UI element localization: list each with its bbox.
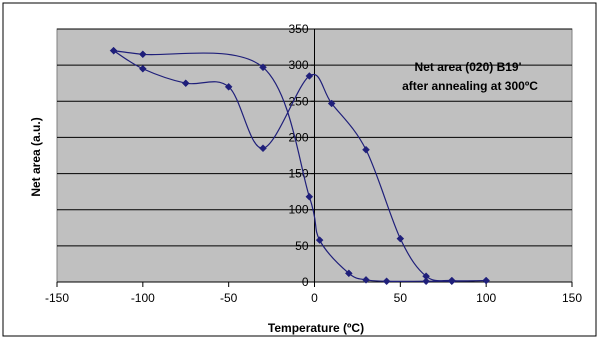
- y-tick-label: 0: [302, 275, 309, 289]
- x-axis-title: Temperature (ºC): [268, 321, 364, 335]
- data-point-12: [447, 277, 456, 286]
- data-point-14: [382, 277, 391, 286]
- series-line: [113, 50, 487, 282]
- y-tick-label: 100: [288, 203, 308, 217]
- data-point-13: [422, 277, 430, 286]
- data-point-2: [181, 79, 190, 88]
- data-point-18: [305, 192, 314, 201]
- x-tick-label: 100: [476, 291, 496, 305]
- data-point-6: [327, 99, 336, 108]
- data-point-20: [138, 50, 147, 59]
- x-tick-labels: -150 -100 -50 0 50 100 150: [45, 291, 582, 305]
- data-point-5: [305, 72, 314, 80]
- data-point-7: [362, 145, 370, 154]
- series-markers: [109, 46, 491, 286]
- data-point-8: [396, 234, 405, 243]
- data-point-19: [259, 63, 267, 72]
- x-tick-label: -150: [45, 291, 69, 305]
- data-point-16: [344, 269, 353, 278]
- y-tick-label: 200: [288, 130, 308, 144]
- x-tick-label: -100: [131, 291, 155, 305]
- x-tick-label: -50: [220, 291, 238, 305]
- x-tick-label: 50: [394, 291, 408, 305]
- x-tick-label: 150: [562, 291, 582, 305]
- y-tick-label: 150: [288, 167, 308, 181]
- y-tick-label: 250: [288, 94, 308, 108]
- data-point-1: [138, 64, 147, 73]
- y-tick-label: 350: [288, 22, 308, 36]
- y-tick-label: 50: [295, 239, 309, 253]
- annotation-line-2: after annealing at 300ºC: [402, 79, 538, 93]
- x-tick-label: 0: [311, 291, 318, 305]
- y-tick-label: 300: [288, 58, 308, 72]
- data-point-15: [362, 275, 370, 284]
- data-point-21: [109, 46, 118, 55]
- data-point-11: [482, 276, 491, 285]
- data-point-4: [259, 144, 267, 153]
- data-point-17: [315, 236, 324, 244]
- y-axis-title: Net area (a.u.): [29, 117, 43, 196]
- y-tick-labels: 0 50 100 150 200 250 300 350: [288, 22, 308, 289]
- data-point-3: [224, 82, 233, 91]
- annotation-line-1: Net area (020) B19': [415, 60, 522, 74]
